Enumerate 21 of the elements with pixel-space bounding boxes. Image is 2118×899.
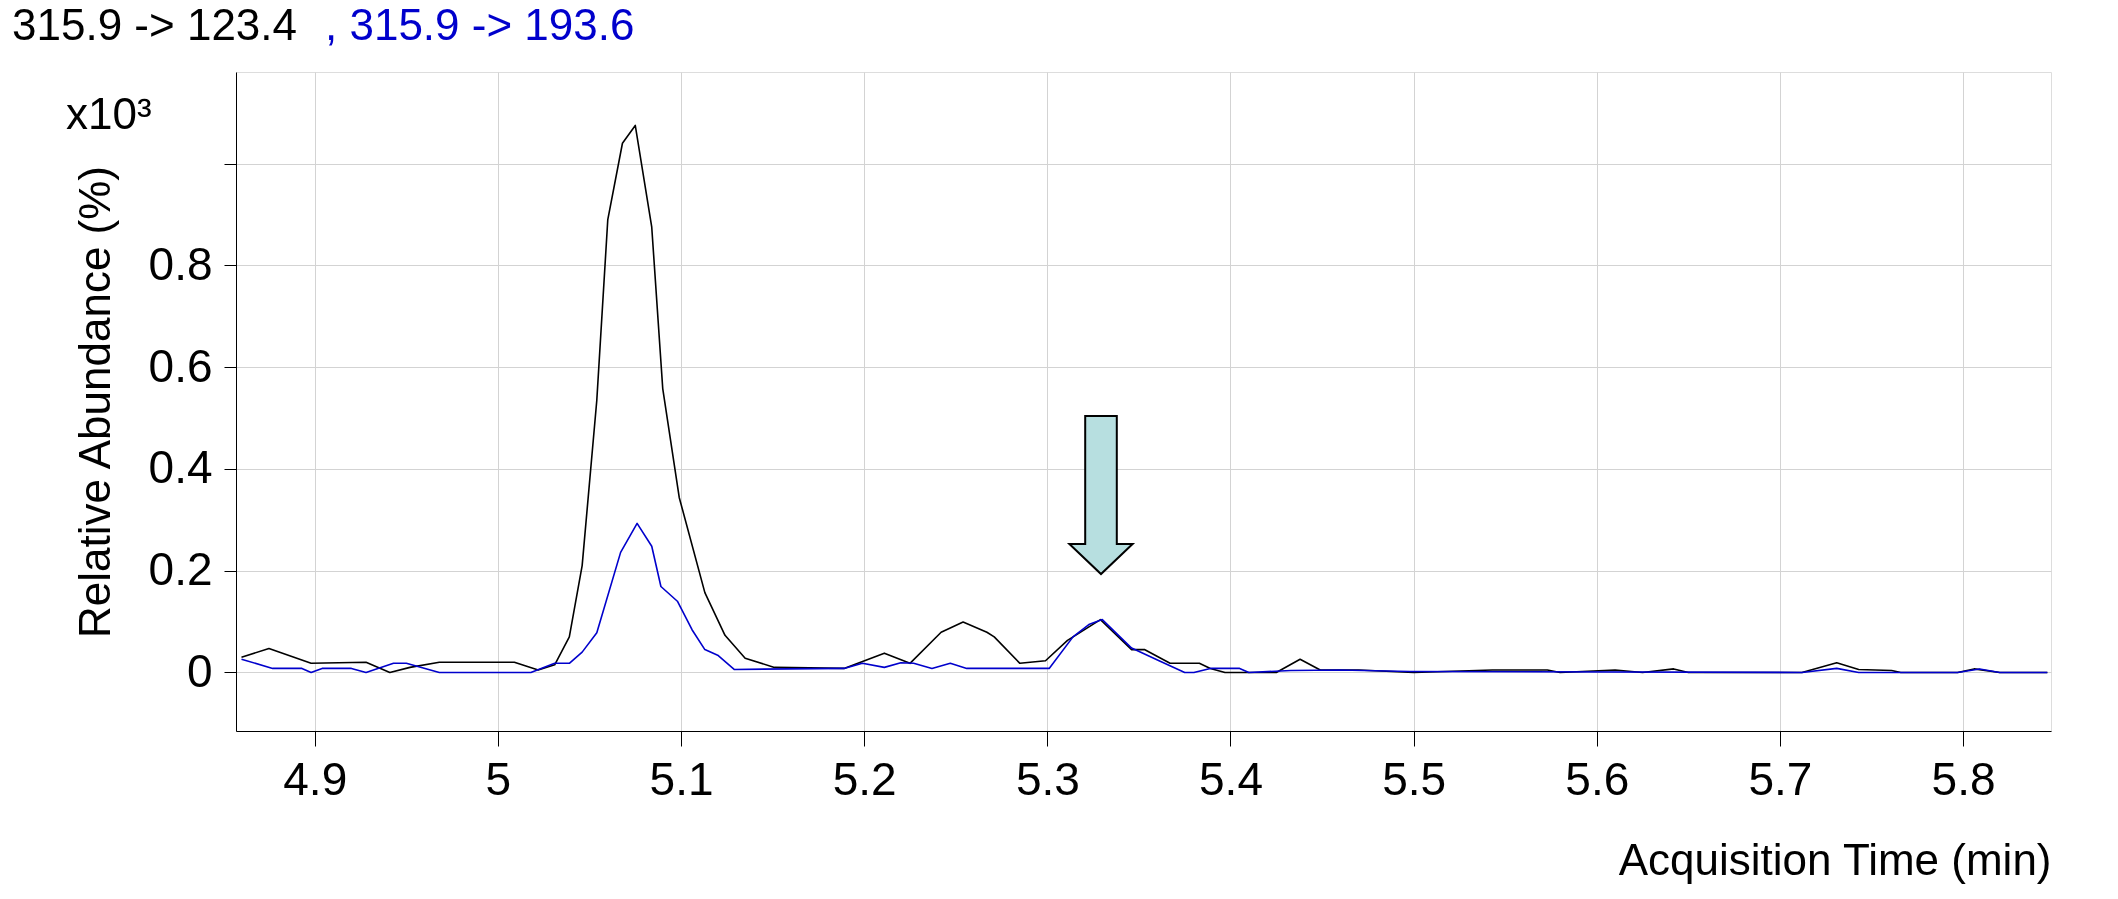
text: 315.9 -> 123.4 xyxy=(12,0,298,49)
x-tick-label: 5.5 xyxy=(1382,752,1447,805)
x-axis-title: Acquisition Time (min) xyxy=(1618,834,2052,884)
line-series xyxy=(240,522,2049,674)
x-tick-label: 5.1 xyxy=(649,752,714,805)
y-tick-label: 0 xyxy=(186,644,213,697)
y-tick-label: 0.8 xyxy=(148,237,213,290)
x-tick-label: 5.6 xyxy=(1565,752,1630,805)
text: x10³ xyxy=(66,89,152,138)
x-tick-label: 5.2 xyxy=(832,752,897,805)
text: , 315.9 -> 193.6 xyxy=(324,0,635,49)
x-tick-label: 5 xyxy=(485,752,512,805)
x-tick-label: 5.8 xyxy=(1931,752,1996,805)
y-tick-label: 0.2 xyxy=(148,543,213,596)
y-axis-title: Relative Abundance (%) xyxy=(69,165,119,639)
x-tick-label: 4.9 xyxy=(283,752,348,805)
y-tick-label: 0.4 xyxy=(148,441,213,494)
y-tick-label: 0.6 xyxy=(148,339,213,392)
x-tick-label: 5.7 xyxy=(1748,752,1813,805)
x-tick-label: 5.4 xyxy=(1199,752,1263,805)
x-tick-label: 5.3 xyxy=(1015,752,1080,805)
